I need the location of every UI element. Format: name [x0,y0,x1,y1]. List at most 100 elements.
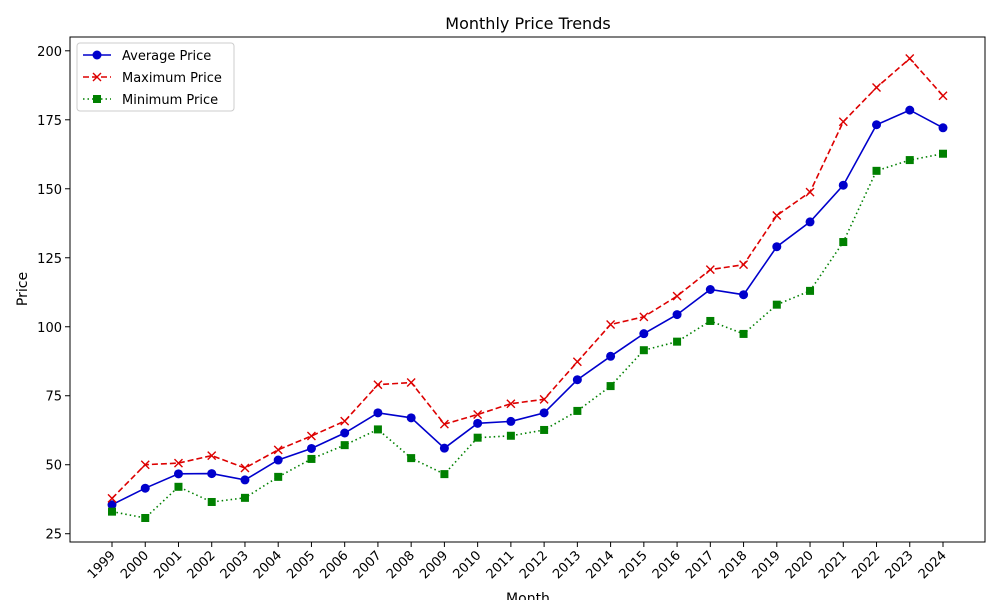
data-point [173,458,183,468]
data-point [439,419,449,429]
x-tick-label: 2014 [583,548,617,582]
x-tick-label: 2001 [151,548,185,582]
x-tick-label: 2002 [185,548,219,582]
data-point [739,290,749,300]
data-point [539,408,549,418]
data-point [838,117,848,127]
series-minimum-price [108,149,947,522]
data-point [705,285,715,294]
x-tick-label: 2018 [716,548,750,582]
series-layer [107,54,948,522]
x-tick-label: 2010 [450,548,484,582]
data-point [672,291,682,301]
data-point [872,166,881,175]
data-point [440,470,449,479]
data-point [207,497,216,506]
data-point [606,382,615,391]
data-point [938,123,948,133]
x-axis-title: Month [506,591,550,600]
data-point [407,454,416,463]
data-point [506,431,515,440]
x-tick-label: 2000 [118,548,152,582]
data-point [107,500,117,510]
data-point [273,455,283,465]
x-tick-label: 2008 [384,548,418,582]
x-tick-label: 2006 [318,548,352,582]
data-point [306,431,316,441]
data-point [772,242,782,252]
data-point [705,265,715,275]
y-axis: 25 50 75 100 125 150 175 200 [37,45,70,543]
x-tick-label: 2024 [916,548,950,582]
x-tick-label: 2004 [251,548,285,582]
x-tick-label: 2020 [783,548,817,582]
data-point [473,418,483,428]
data-point [240,493,249,502]
legend-box [76,42,235,112]
data-point [373,425,382,434]
data-point [93,95,101,103]
data-point [672,310,682,320]
y-tick-label: 100 [37,321,62,336]
data-point [905,105,915,115]
series-line-minimum-price [111,152,944,519]
data-point [905,156,914,165]
x-tick-label: 2019 [750,548,784,582]
x-tick-label: 2021 [816,548,850,582]
data-point [274,472,283,481]
legend: Average Price Maximum Price Minimum Price [76,42,235,112]
data-point [107,493,117,503]
data-point [240,475,250,485]
x-tick-label: 2013 [550,548,584,582]
data-point [606,351,616,361]
data-point [639,346,648,355]
data-point [273,445,283,455]
data-point [872,83,882,92]
x-tick-label: 2022 [849,548,883,582]
data-point [606,320,616,330]
series-maximum-price [107,54,948,503]
data-point [92,72,102,82]
x-tick-label: 2012 [517,548,551,582]
x-tick-label: 1999 [85,548,119,582]
data-point [805,217,815,227]
x-tick-label: 2005 [284,548,318,582]
x-tick-label: 2017 [683,548,717,582]
data-point [506,399,516,409]
data-point [140,483,150,493]
data-point [173,469,183,479]
data-point [307,454,316,463]
data-point [806,286,815,295]
data-point [306,443,316,453]
x-tick-label: 2016 [650,548,684,582]
data-point [406,413,416,423]
data-point [439,443,449,453]
data-point [939,149,947,158]
data-point [92,50,102,60]
data-point [572,375,582,385]
data-point [174,482,183,491]
data-point [673,337,682,346]
x-tick-label: 2003 [218,548,252,582]
data-point [639,329,649,339]
x-tick-label: 2015 [617,548,651,582]
data-point [207,451,217,461]
data-point [473,410,483,420]
y-tick-label: 50 [45,459,62,474]
data-point [706,316,715,325]
data-point [540,425,549,434]
chart-title: Monthly Price Trends [445,14,610,33]
data-point [772,211,782,221]
data-point [340,441,349,450]
data-point [805,187,815,197]
data-point [839,238,848,247]
data-point [140,460,150,470]
data-point [905,54,915,64]
data-point [506,416,516,426]
y-tick-label: 125 [37,252,62,267]
x-axis: 1999 2000 2001 2002 2003 2004 2005 2006 2007 2008… [85,542,950,582]
x-tick-label: 2011 [484,548,518,582]
y-tick-label: 75 [45,390,62,405]
data-point [340,416,350,426]
